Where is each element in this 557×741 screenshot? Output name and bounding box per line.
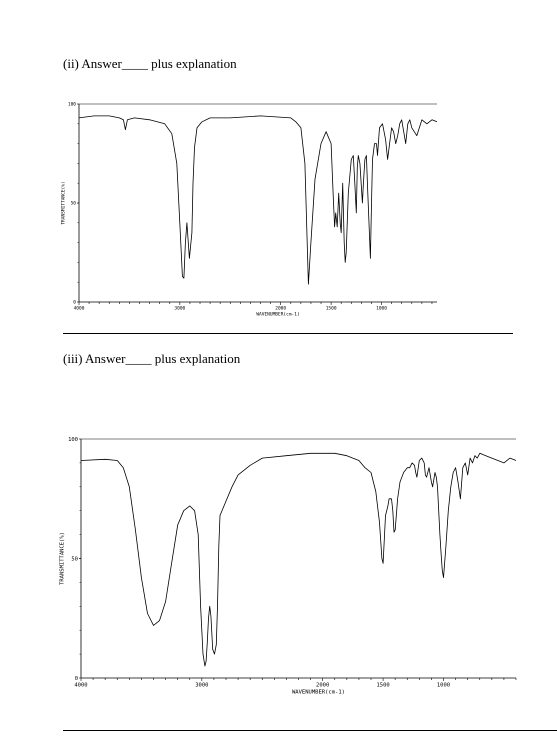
x-tick-label: 2000: [275, 306, 286, 312]
x-tick-label: 1000: [376, 306, 387, 312]
y-tick-label: 50: [71, 201, 77, 207]
answer-underline: [63, 333, 513, 334]
answer-underline: [63, 730, 557, 731]
spectrum-line: [78, 115, 438, 285]
x-axis-label: WAVENUMBER(cm-1): [256, 311, 299, 317]
y-tick-label: 0: [73, 300, 76, 306]
x-tick-label: 4000: [74, 306, 85, 312]
x-tick-label: 1500: [326, 306, 337, 312]
question-heading-iii: (iii) Answer____ plus explanation: [63, 351, 241, 366]
question-heading-ii: (ii) Answer____ plus explanation: [63, 56, 237, 71]
x-tick-label: 3000: [174, 306, 185, 312]
y-axis-label: TRANSMITTANCE(%): [61, 181, 67, 224]
y-tick-label: 100: [68, 102, 76, 108]
